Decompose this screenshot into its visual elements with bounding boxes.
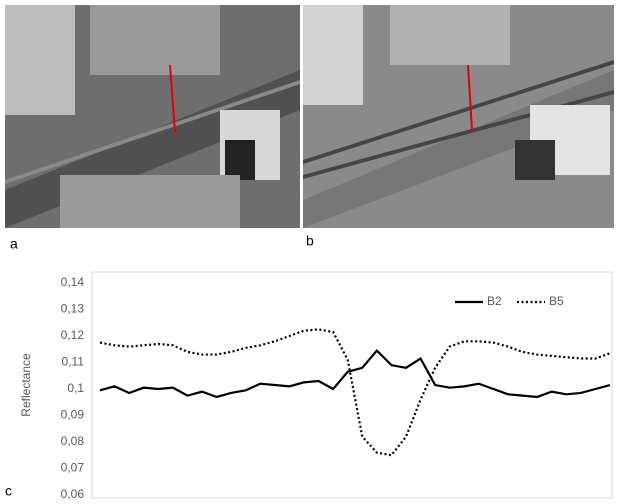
y-tick-label: 0,1 xyxy=(67,381,84,395)
series-line xyxy=(100,329,610,455)
y-tick-label: 0,12 xyxy=(61,328,85,342)
figure: a b c Reflectance 0,06 0,07 0,08 0,09 0,1 0,1… xyxy=(0,0,617,504)
panel-label: a xyxy=(10,236,18,252)
satellite-image-a xyxy=(5,5,300,228)
y-tick-label: 0,07 xyxy=(61,461,85,475)
series-line xyxy=(100,351,610,397)
panel-label: b xyxy=(306,233,314,249)
y-tick-label: 0,13 xyxy=(61,302,85,316)
y-tick-label: 0,08 xyxy=(61,434,85,448)
legend-label: B2 xyxy=(487,294,502,308)
legend-label: B5 xyxy=(549,294,564,308)
y-tick-label: 0,09 xyxy=(61,408,85,422)
y-tick-label: 0,11 xyxy=(62,355,85,369)
y-tick-label: 0,06 xyxy=(61,487,85,501)
panel-label: c xyxy=(5,483,12,499)
plot-frame xyxy=(92,272,612,498)
y-axis-label: Reflectance xyxy=(19,353,33,417)
y-tick-label: 0,14 xyxy=(61,275,85,289)
satellite-image-b xyxy=(303,5,614,228)
